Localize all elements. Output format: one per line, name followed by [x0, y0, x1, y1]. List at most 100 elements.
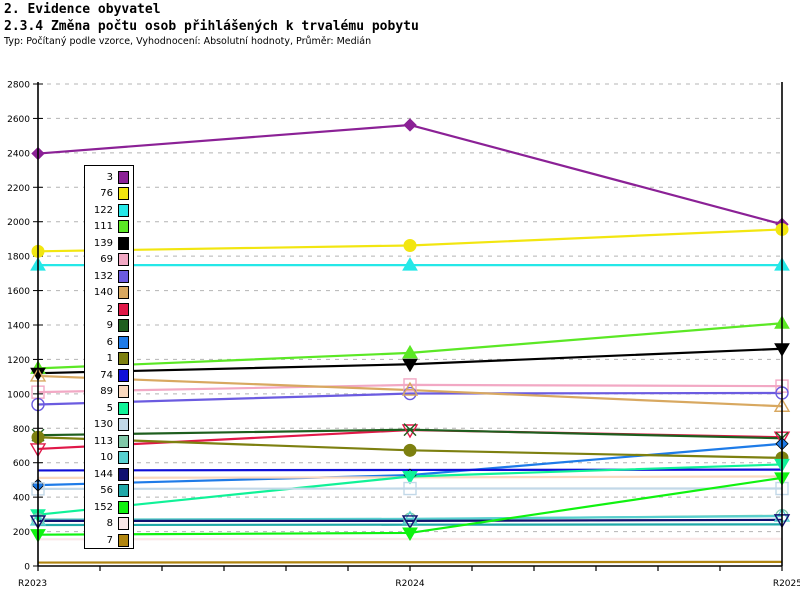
data-point-marker	[401, 381, 419, 396]
data-point-marker	[403, 443, 417, 457]
y-axis-tick-label: 600	[13, 459, 30, 469]
y-axis-tick-label: 2600	[7, 115, 30, 125]
title-block: 2. Evidence obyvatel 2.3.4 Změna počtu o…	[4, 2, 419, 48]
legend-item-label: 10	[100, 452, 113, 464]
series-line	[38, 518, 783, 522]
legend-item[interactable]: 74	[85, 367, 133, 384]
legend-item-label: 3	[106, 171, 113, 183]
legend-item-label: 74	[100, 369, 113, 381]
legend-item[interactable]: 113	[85, 433, 133, 450]
data-point-marker	[403, 118, 417, 132]
chart-subtitle: Typ: Počítaný podle vzorce, Vyhodnocení:…	[4, 36, 372, 47]
y-axis-tick-label: 2000	[7, 218, 30, 228]
legend-color-swatch	[118, 269, 129, 283]
legend-color-swatch	[118, 385, 129, 399]
legend-item[interactable]: 144	[85, 466, 133, 483]
legend-item-label: 122	[93, 204, 113, 216]
legend-item[interactable]: 132	[85, 268, 133, 285]
y-axis-tick-label: 200	[13, 528, 30, 538]
legend-item-label: 5	[106, 402, 113, 414]
legend-color-swatch	[118, 418, 129, 432]
y-axis-tick-label: 1600	[7, 287, 30, 297]
y-axis-tick-label: 2200	[7, 184, 30, 194]
legend-item-label: 7	[106, 534, 113, 546]
legend-item-label: 69	[100, 254, 113, 266]
legend-item-label: 113	[93, 435, 113, 447]
legend-item[interactable]: 76	[85, 186, 133, 203]
legend-item-label: 139	[93, 237, 113, 249]
legend-color-swatch	[118, 286, 129, 300]
legend-item[interactable]: 3	[85, 169, 133, 186]
legend-color-swatch	[118, 401, 129, 415]
data-point-marker	[403, 423, 417, 437]
y-axis-tick-label: 1400	[7, 322, 30, 332]
legend-color-swatch	[118, 517, 129, 531]
legend-item[interactable]: 2	[85, 301, 133, 318]
series-line	[37, 123, 783, 226]
legend-item-label: 6	[106, 336, 113, 348]
legend-item[interactable]: 56	[85, 483, 133, 500]
legend-item[interactable]: 6	[85, 334, 133, 351]
legend-item-label: 76	[100, 188, 113, 200]
y-axis-tick-label: 400	[13, 494, 30, 504]
legend-item[interactable]: 140	[85, 285, 133, 302]
page-title: 2.3.4 Změna počtu osob přihlášených k tr…	[4, 19, 419, 34]
legend-color-swatch	[118, 253, 129, 267]
series-line	[37, 560, 783, 564]
data-point-marker	[403, 238, 417, 252]
series-line	[37, 383, 783, 394]
legend-color-swatch	[118, 368, 129, 382]
legend-item-label: 2	[106, 303, 113, 315]
legend-color-swatch	[118, 170, 129, 184]
legend-color-swatch	[118, 187, 129, 201]
y-axis-tick-label: 2800	[7, 81, 30, 91]
legend-color-swatch	[118, 203, 129, 217]
legend-item[interactable]: 5	[85, 400, 133, 417]
data-point-marker	[402, 257, 418, 271]
legend-color-swatch	[118, 352, 129, 366]
legend-item[interactable]: 7	[85, 532, 133, 549]
legend-item[interactable]: 9	[85, 318, 133, 335]
y-axis-tick-label: 800	[13, 425, 30, 435]
y-axis-tick-label: 1000	[7, 390, 30, 400]
legend-item[interactable]: 89	[85, 384, 133, 401]
series-line	[37, 476, 783, 536]
legend-item[interactable]: 152	[85, 499, 133, 516]
legend-item-label: 144	[93, 468, 113, 480]
y-axis-tick-label: 1200	[7, 356, 30, 366]
data-point-marker	[403, 481, 417, 496]
chart-legend[interactable]: 3 76 122 111 139 69 132 140 2 9 6 1 74 89 5 130 113 10 144…	[84, 165, 134, 550]
legend-color-swatch	[118, 533, 129, 547]
legend-color-swatch	[118, 319, 129, 333]
legend-item-label: 111	[93, 221, 113, 233]
legend-item[interactable]: 111	[85, 219, 133, 236]
legend-color-swatch	[118, 484, 129, 498]
data-point-marker	[402, 358, 418, 373]
legend-item[interactable]: 130	[85, 417, 133, 434]
x-axis-tick-label: R2023	[18, 579, 47, 589]
series-line	[37, 514, 783, 521]
series-line	[37, 391, 783, 406]
legend-color-swatch	[118, 500, 129, 514]
x-axis-tick-label: R2025	[773, 579, 800, 589]
legend-item[interactable]: 122	[85, 202, 133, 219]
legend-item-label: 9	[106, 320, 113, 332]
legend-item[interactable]: 69	[85, 252, 133, 269]
legend-item-label: 130	[93, 419, 113, 431]
legend-color-swatch	[118, 467, 129, 481]
legend-color-swatch	[118, 220, 129, 234]
legend-item[interactable]: 139	[85, 235, 133, 252]
legend-item[interactable]: 1	[85, 351, 133, 368]
data-point-marker	[402, 344, 418, 359]
legend-color-swatch	[118, 236, 129, 250]
y-axis-tick-label: 0	[24, 563, 30, 573]
data-point-marker	[403, 378, 417, 392]
legend-item[interactable]: 8	[85, 516, 133, 533]
data-point-marker	[401, 424, 419, 439]
legend-item-label: 152	[93, 501, 113, 513]
legend-item[interactable]: 10	[85, 450, 133, 467]
data-point-marker	[402, 527, 418, 541]
data-point-marker	[401, 510, 419, 525]
